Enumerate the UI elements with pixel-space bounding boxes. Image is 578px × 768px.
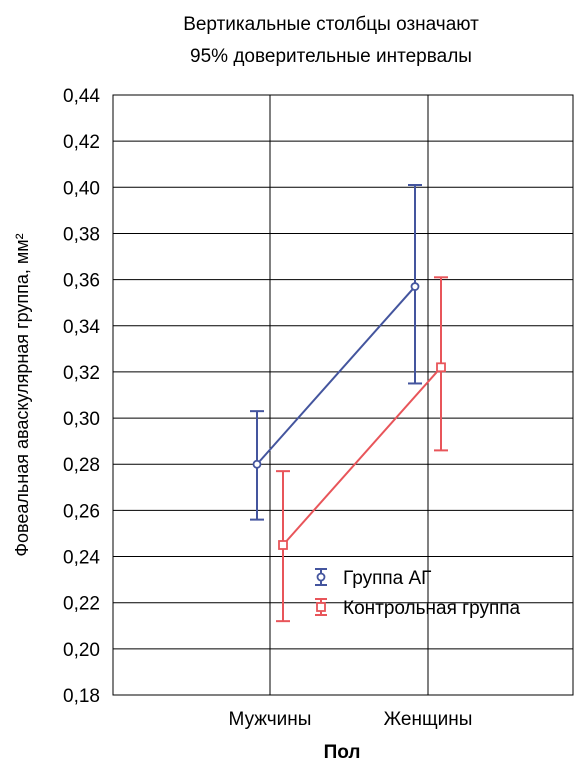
y-tick-label: 0,28 [63,455,100,476]
y-tick-label: 0,36 [63,271,100,292]
x-tick-label: Мужчины [229,709,312,730]
legend-item-control-group: Контрольная группа [315,598,521,619]
y-axis-label: Фовеальная аваскулярная группа, мм² [12,233,32,556]
legend: Группа АГ Контрольная группа [315,568,521,619]
series-0 [250,184,422,521]
y-tick-label: 0,32 [63,363,100,384]
x-tick-label: Женщины [384,709,473,730]
y-tick-label: 0,40 [63,178,100,199]
series-1 [276,276,448,623]
chart-title-line-1: Вертикальные столбцы означают [183,14,479,35]
data-point [436,362,446,373]
y-tick-label: 0,44 [63,86,100,107]
y-tick-label: 0,42 [63,132,100,153]
x-axis-ticks: Мужчины Женщины [229,709,473,730]
y-tick-label: 0,24 [63,548,100,569]
y-tick-label: 0,38 [63,224,100,245]
data-point [410,282,420,291]
legend-marker [316,572,326,582]
chart-title-line-2: 95% доверительные интервалы [190,46,472,67]
data-point [278,540,288,550]
y-tick-label: 0,18 [63,686,100,707]
data-point [252,459,262,469]
legend-marker-group-ag [315,568,327,586]
series-line [282,366,442,546]
y-tick-label: 0,34 [63,317,100,338]
y-tick-label: 0,30 [63,409,100,430]
legend-marker-control-group [315,598,327,616]
y-tick-label: 0,26 [63,501,100,522]
plot-frame [112,94,574,696]
legend-label-control-group: Контрольная группа [343,598,521,619]
x-axis-label: Пол [324,742,361,763]
series-line [256,285,416,465]
y-tick-label: 0,22 [63,594,100,615]
y-axis-ticks: 0,18 0,20 0,22 0,24 0,26 0,28 0,30 0,32 0,34 0,36… [63,86,100,707]
y-tick-label: 0,20 [63,640,100,661]
series-layer [250,184,448,623]
legend-marker [316,602,326,612]
legend-item-group-ag: Группа АГ [315,568,431,589]
legend-label-group-ag: Группа АГ [343,568,431,589]
